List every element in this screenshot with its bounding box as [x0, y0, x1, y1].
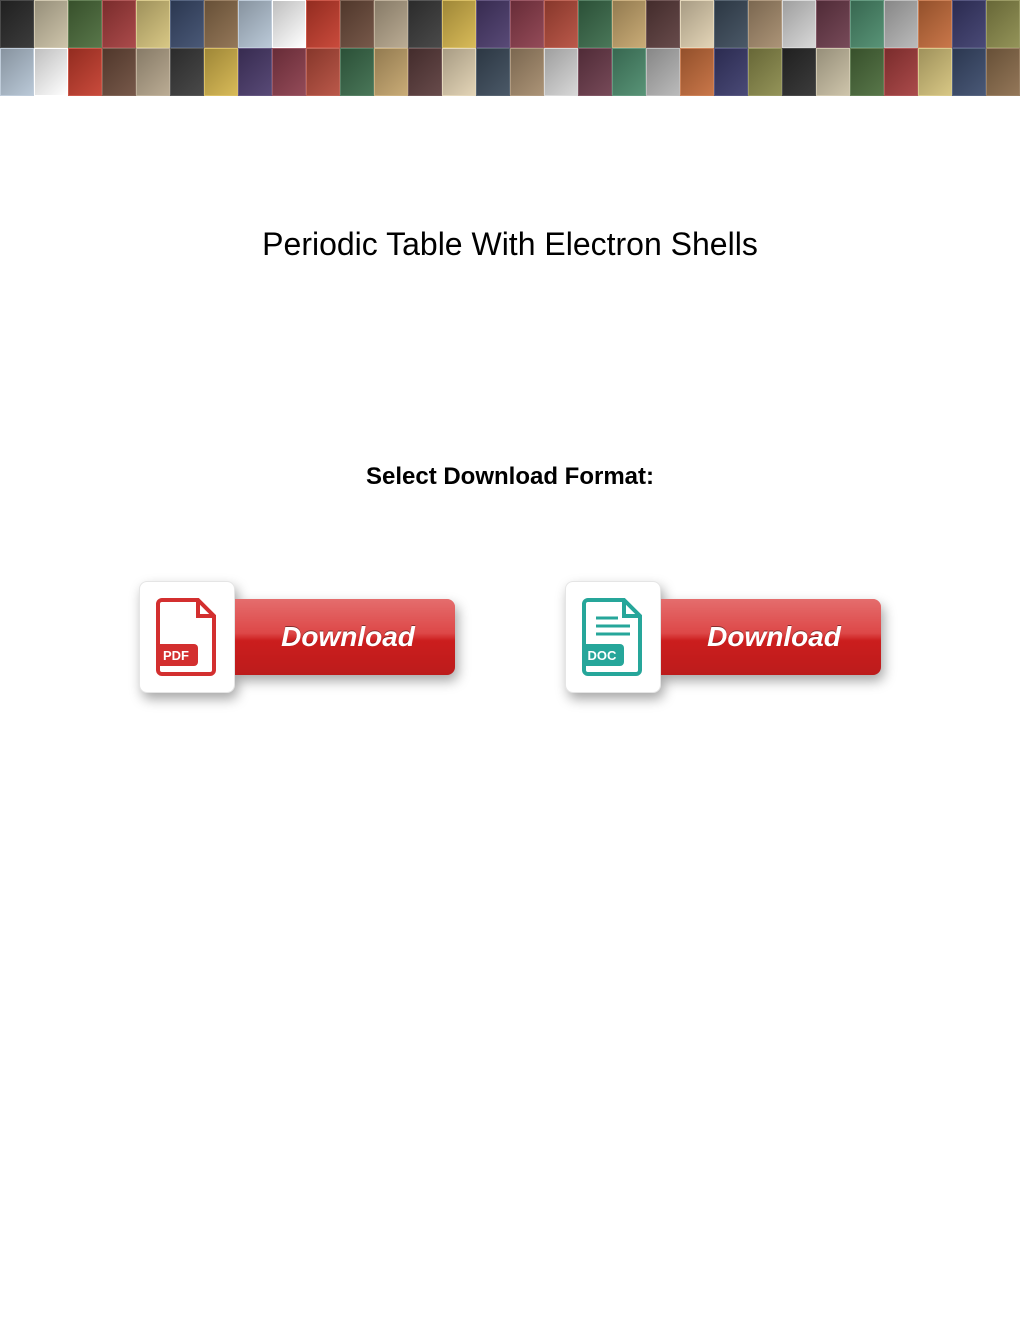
collage-tile [170, 0, 204, 48]
collage-tile [272, 0, 306, 48]
download-pdf[interactable]: PDF Download [139, 581, 455, 693]
collage-tile [918, 0, 952, 48]
pdf-file-icon: PDF [139, 581, 235, 693]
header-collage [0, 0, 1020, 96]
collage-row [0, 0, 1020, 48]
collage-tile [986, 48, 1020, 96]
collage-tile [34, 0, 68, 48]
download-pdf-label: Download [281, 621, 415, 653]
collage-tile [238, 0, 272, 48]
collage-tile [884, 0, 918, 48]
download-doc-label: Download [707, 621, 841, 653]
collage-tile [442, 48, 476, 96]
collage-tile [884, 48, 918, 96]
collage-tile [612, 48, 646, 96]
collage-tile [510, 0, 544, 48]
download-pdf-button[interactable]: Download [215, 599, 455, 675]
collage-tile [272, 48, 306, 96]
collage-tile [646, 48, 680, 96]
collage-tile [136, 48, 170, 96]
doc-file-icon: DOC [565, 581, 661, 693]
download-doc-button[interactable]: Download [641, 599, 881, 675]
download-doc[interactable]: DOC Download [565, 581, 881, 693]
collage-tile [578, 48, 612, 96]
main-content: Periodic Table With Electron Shells Sele… [0, 96, 1020, 693]
page-title: Periodic Table With Electron Shells [0, 226, 1020, 263]
collage-tile [306, 48, 340, 96]
collage-tile [68, 0, 102, 48]
collage-tile [680, 0, 714, 48]
collage-tile [782, 0, 816, 48]
collage-tile [952, 48, 986, 96]
collage-tile [204, 48, 238, 96]
collage-tile [510, 48, 544, 96]
collage-tile [850, 0, 884, 48]
collage-tile [0, 0, 34, 48]
collage-tile [544, 0, 578, 48]
collage-tile [408, 48, 442, 96]
collage-tile [646, 0, 680, 48]
collage-tile [782, 48, 816, 96]
collage-tile [578, 0, 612, 48]
collage-tile [850, 48, 884, 96]
collage-tile [238, 48, 272, 96]
collage-tile [408, 0, 442, 48]
collage-tile [748, 0, 782, 48]
collage-tile [374, 48, 408, 96]
collage-tile [442, 0, 476, 48]
collage-tile [204, 0, 238, 48]
collage-tile [102, 48, 136, 96]
collage-tile [136, 0, 170, 48]
collage-tile [306, 0, 340, 48]
collage-tile [680, 48, 714, 96]
collage-tile [102, 0, 136, 48]
collage-row [0, 48, 1020, 96]
collage-tile [816, 48, 850, 96]
collage-tile [714, 0, 748, 48]
collage-tile [374, 0, 408, 48]
download-format-subtitle: Select Download Format: [0, 463, 1020, 491]
collage-tile [612, 0, 646, 48]
collage-tile [748, 48, 782, 96]
pdf-badge-text: PDF [163, 648, 189, 663]
collage-tile [918, 48, 952, 96]
collage-tile [68, 48, 102, 96]
collage-tile [986, 0, 1020, 48]
collage-tile [952, 0, 986, 48]
collage-tile [340, 0, 374, 48]
collage-tile [816, 0, 850, 48]
collage-tile [476, 0, 510, 48]
collage-tile [476, 48, 510, 96]
collage-tile [170, 48, 204, 96]
collage-tile [714, 48, 748, 96]
download-buttons-row: PDF Download DOC Downlo [0, 581, 1020, 693]
collage-tile [34, 48, 68, 96]
collage-tile [0, 48, 34, 96]
doc-badge-text: DOC [588, 648, 618, 663]
collage-tile [544, 48, 578, 96]
collage-tile [340, 48, 374, 96]
